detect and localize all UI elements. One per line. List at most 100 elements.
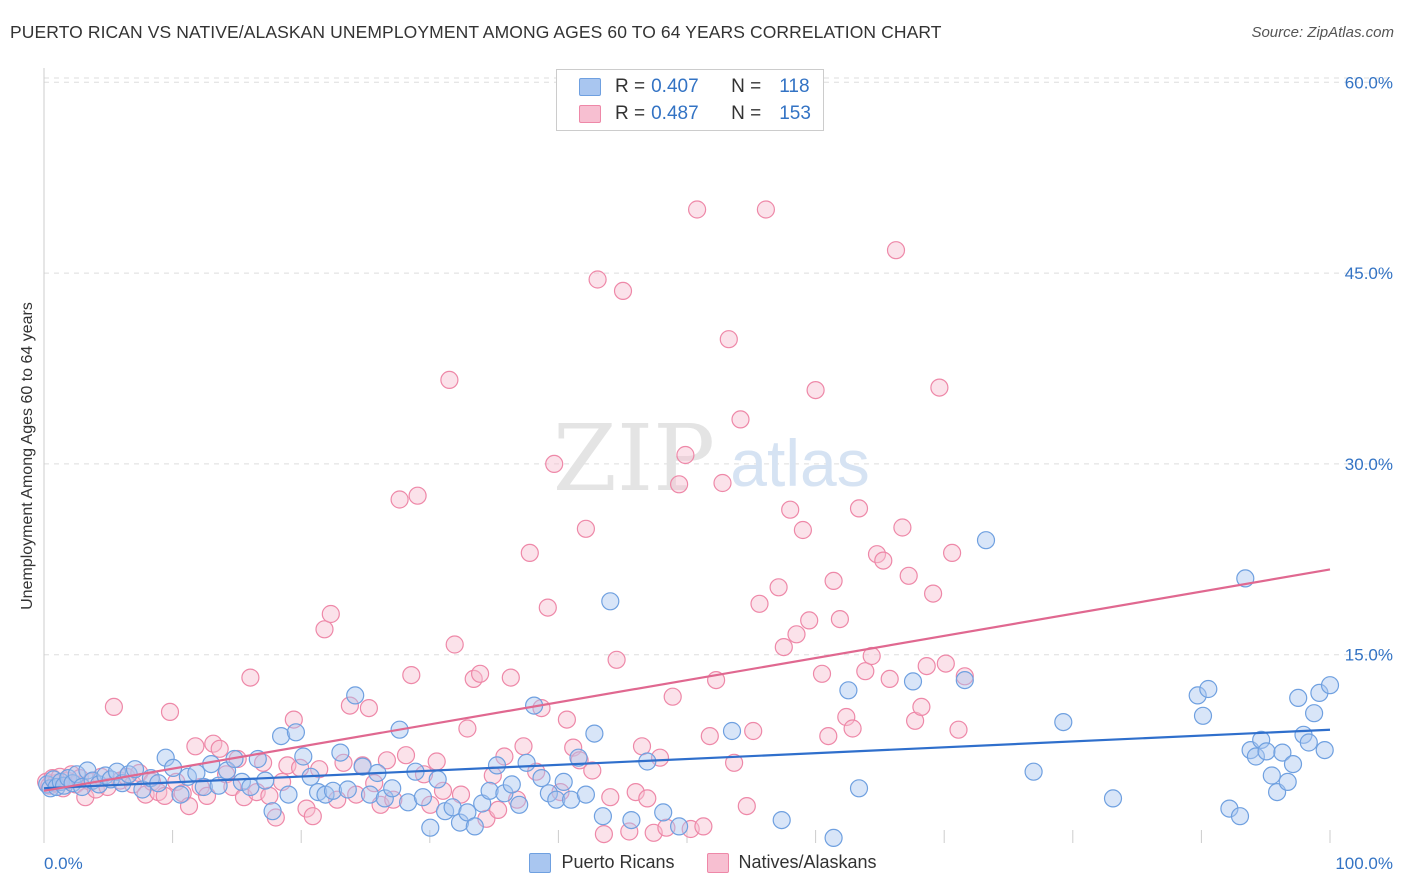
y-tick-label: 60.0% bbox=[1345, 73, 1393, 92]
data-point bbox=[465, 817, 484, 836]
data-point bbox=[303, 807, 322, 826]
data-point bbox=[186, 737, 205, 756]
data-point bbox=[756, 200, 776, 219]
data-point bbox=[232, 772, 251, 792]
y-tick-label: 45.0% bbox=[1345, 264, 1393, 283]
grid-lines bbox=[43, 68, 1392, 843]
data-point bbox=[375, 789, 394, 808]
n-value: 118 bbox=[779, 76, 810, 97]
data-point bbox=[210, 739, 229, 758]
legend-item-puerto-ricans[interactable]: Puerto Ricans bbox=[529, 852, 675, 873]
data-point bbox=[1289, 688, 1308, 708]
data-point bbox=[1220, 799, 1239, 818]
data-point bbox=[593, 807, 613, 826]
data-point bbox=[1304, 704, 1324, 723]
data-point bbox=[713, 473, 732, 493]
trend-line bbox=[43, 568, 1331, 792]
trend-lines bbox=[43, 568, 1331, 792]
r-label: R = bbox=[615, 76, 646, 97]
data-point bbox=[694, 817, 713, 836]
data-point bbox=[297, 799, 316, 818]
data-point bbox=[323, 781, 343, 800]
data-point bbox=[787, 625, 806, 644]
data-point bbox=[359, 698, 378, 718]
y-axis-label: Unemployment Among Ages 60 to 64 years bbox=[19, 302, 36, 610]
data-point bbox=[737, 796, 756, 816]
data-point bbox=[839, 681, 858, 700]
data-point bbox=[396, 746, 416, 765]
data-point bbox=[830, 609, 850, 629]
data-point bbox=[1252, 730, 1271, 750]
data-point bbox=[377, 751, 396, 770]
data-point bbox=[294, 747, 313, 766]
data-point bbox=[930, 378, 949, 397]
data-point bbox=[620, 822, 639, 841]
data-point bbox=[976, 531, 996, 550]
data-point bbox=[421, 818, 440, 837]
data-point bbox=[315, 620, 334, 639]
legend-item-natives-alaskans[interactable]: Natives/Alaskans bbox=[706, 852, 877, 873]
data-point bbox=[601, 592, 620, 611]
data-point bbox=[532, 768, 551, 788]
data-point bbox=[1283, 754, 1303, 774]
data-point bbox=[489, 800, 508, 820]
data-point bbox=[365, 774, 384, 793]
data-point bbox=[1257, 742, 1276, 761]
data-point bbox=[569, 748, 588, 767]
data-point bbox=[793, 520, 813, 540]
data-point bbox=[1246, 747, 1266, 766]
data-point bbox=[1103, 789, 1123, 808]
blue-swatch bbox=[579, 78, 601, 96]
data-point bbox=[722, 721, 742, 741]
n-label: N = bbox=[731, 76, 762, 97]
data-point bbox=[843, 719, 862, 738]
data-point bbox=[321, 604, 340, 624]
data-point bbox=[824, 571, 843, 591]
data-point bbox=[241, 668, 260, 687]
data-point bbox=[837, 707, 856, 727]
data-point bbox=[1299, 733, 1318, 752]
pink-swatch bbox=[579, 105, 601, 123]
data-point bbox=[487, 756, 507, 775]
data-point bbox=[669, 817, 689, 836]
legend-label: Puerto Ricans bbox=[561, 852, 675, 872]
data-point bbox=[520, 543, 539, 563]
data-point bbox=[819, 726, 838, 746]
data-point bbox=[390, 490, 409, 509]
data-point bbox=[1024, 762, 1043, 781]
data-point bbox=[1199, 679, 1218, 699]
data-point bbox=[334, 753, 353, 772]
data-point bbox=[451, 785, 471, 804]
data-point bbox=[440, 370, 459, 389]
data-point bbox=[502, 775, 521, 794]
data-point bbox=[428, 770, 447, 789]
data-point bbox=[545, 454, 564, 473]
data-point bbox=[471, 664, 490, 683]
data-point bbox=[585, 724, 604, 743]
data-point bbox=[781, 500, 800, 519]
data-point bbox=[731, 410, 750, 429]
data-point bbox=[383, 779, 402, 798]
data-point bbox=[260, 786, 279, 806]
data-point bbox=[583, 761, 602, 780]
legend-label: Natives/Alaskans bbox=[738, 852, 877, 872]
watermark-zip: ZIP bbox=[553, 405, 715, 512]
data-point bbox=[824, 828, 843, 848]
x-tick-label: 0.0% bbox=[44, 854, 83, 873]
pink-swatch bbox=[706, 852, 729, 873]
data-point bbox=[1273, 743, 1292, 762]
data-point bbox=[700, 726, 719, 746]
data-point bbox=[576, 785, 596, 804]
data-point bbox=[194, 777, 213, 797]
data-point bbox=[309, 782, 328, 802]
data-point bbox=[279, 785, 298, 804]
data-point bbox=[554, 772, 573, 792]
data-point bbox=[955, 670, 974, 690]
data-point bbox=[774, 637, 793, 657]
data-point bbox=[272, 726, 291, 746]
data-point bbox=[912, 697, 931, 717]
data-point bbox=[936, 654, 955, 673]
stats-row-natives-alaskans: R = 0.487 N = 153 bbox=[579, 102, 811, 126]
y-tick-label: 15.0% bbox=[1345, 646, 1393, 665]
data-point bbox=[1193, 706, 1213, 725]
